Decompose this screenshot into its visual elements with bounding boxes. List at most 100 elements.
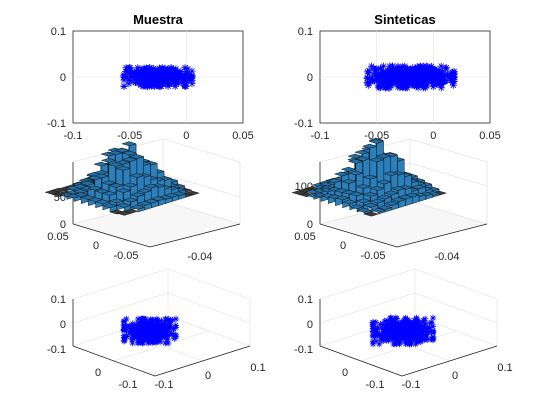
scatter3d-point [387,314,394,322]
scatter3d-point [424,324,431,331]
scatter-point [365,67,373,75]
scatter3d-point [133,328,140,336]
scatter-point [450,74,458,82]
sinteticas-hist3d-axes: 100 0 0.05 0 -0.05 -0.04 [291,137,489,263]
scatter3d-point [143,336,151,343]
hist-bar-top [115,203,132,208]
scatter3d-point [172,322,179,329]
muestra-scatter-ytick-1: 0.1 [51,26,66,38]
scatter3d-point [413,316,420,323]
scatter-point [370,68,379,77]
scatter3d-point [401,337,408,344]
scatter3d-point [408,321,416,328]
scatter-point [171,82,179,90]
scatter-point [414,78,422,86]
scatter3d-point [389,324,397,331]
scatter-point [399,84,407,92]
scatter-point [429,83,437,91]
hist-bar-top [362,192,379,197]
scatter-point [433,74,441,82]
scatter3d-point [383,317,391,324]
muestra-scatter-points [120,64,196,90]
scatter3d-point [160,324,167,331]
sinteticas-hist3d-ztick-1: 100 [295,181,313,193]
scatter-point [388,75,396,83]
scatter3d-point [374,330,381,338]
hist-bar-top [136,188,153,194]
scatter3d-point [141,325,149,333]
hist-bar-top [108,198,125,204]
scatter3d-point [402,322,409,330]
scatter-point [411,65,419,74]
hist-bar-top [361,143,378,149]
scatter-point [122,67,130,76]
scatter3d-point [425,329,432,337]
scatter-point [134,70,142,78]
scatter3d-point [406,325,414,332]
scatter-point [419,78,427,86]
muestra-scatter3d-ytick-1: -0.1 [155,379,174,391]
scatter-point [131,74,139,82]
scatter3d-point [140,315,148,323]
sinteticas-scatter3d-ztick-1: 0.1 [298,294,313,306]
hist-bar-top [390,197,407,202]
scatter3d-point [166,321,174,328]
muestra-scatter3d-ytick-2: 0 [205,370,211,382]
scatter3d-point [381,333,388,340]
hist-bar-top [375,153,392,159]
scatter-point [393,79,401,87]
hist-bar-top [128,154,145,159]
scatter-point [127,66,135,74]
scatter-point [175,79,183,87]
scatter3d-point [151,339,159,346]
scatter3d-point [381,326,388,333]
scatter-point [384,81,392,89]
scatter-point [151,66,159,74]
scatter-point [398,67,406,75]
scatter3d-point [120,338,128,345]
scatter-point [437,62,445,70]
scatter-point [170,72,178,80]
scatter-point [178,74,186,82]
muestra-scatter3d-ztick-1: 0.1 [51,294,66,306]
scatter-point [167,77,175,85]
scatter3d-point [161,320,169,327]
hist-bar-top [150,196,167,202]
hist-bar-flat [363,211,380,217]
scatter3d-point [383,325,390,333]
muestra-scatter3d-axes: 0.1 0 -0.1 0 -0.1 -0.1 0 0.1 [47,268,266,391]
hist-bar-top [354,156,371,162]
sinteticas-scatter3d-ytick-1: -0.1 [402,379,421,391]
scatter-point [449,81,457,89]
scatter-point [420,72,428,80]
sinteticas-hist3d-ztick-2: 0 [307,219,313,231]
scatter-point [437,81,446,89]
muestra-scatter-ytick-2: 0 [60,72,66,84]
hist-bar-top [79,181,96,186]
scatter3d-point [134,339,141,347]
sinteticas-scatter-xtick-1: -0.1 [311,130,330,142]
scatter-point [427,62,436,70]
scatter3d-point [148,330,155,337]
hist-bar-top [368,157,385,163]
scatter3d-point [139,336,147,344]
scatter-point [425,69,433,77]
sinteticas-scatter3d-ztick-3: -0.1 [294,344,313,356]
scatter-point [414,73,422,81]
scatter3d-point [388,334,396,341]
scatter-point [128,69,136,78]
scatter-point [407,77,415,85]
scatter3d-point [145,323,152,330]
scatter-point [418,65,426,73]
muestra-hist3d-ytick-1: -0.05 [113,250,138,262]
scatter-point [412,67,420,75]
hist-bar-top [410,184,427,190]
scatter3d-point [149,337,156,344]
hist-bar-top [355,198,372,204]
scatter3d-point [412,329,419,337]
scatter3d-point [378,325,385,332]
hist-bar-top [101,191,118,196]
scatter3d-point [429,323,437,330]
muestra-hist3d-xtick-1: 0.05 [47,231,68,243]
scatter3d-point [376,332,384,339]
